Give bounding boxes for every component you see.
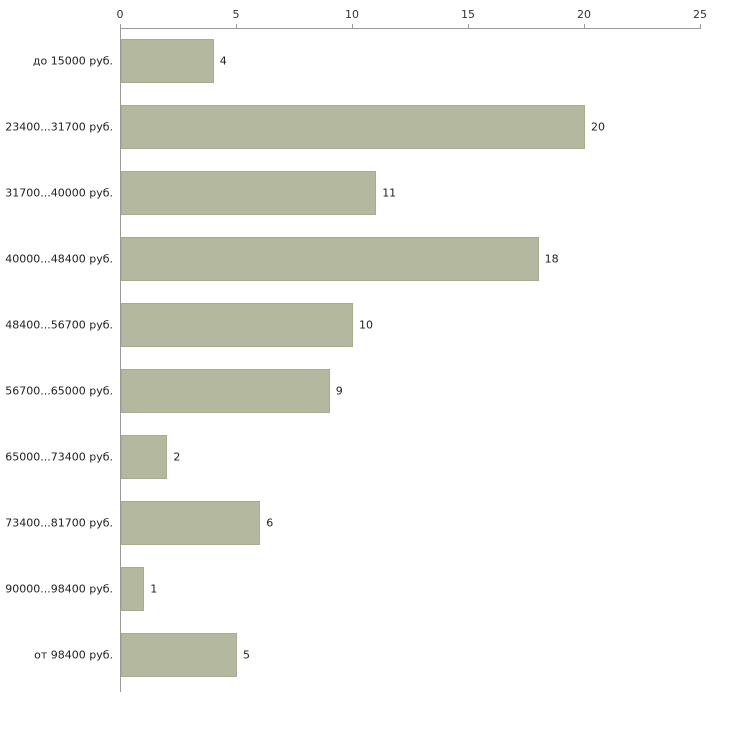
bar bbox=[121, 567, 145, 611]
tick-mark bbox=[700, 24, 701, 28]
bar bbox=[121, 303, 353, 347]
value-label: 4 bbox=[219, 54, 227, 68]
bar bbox=[121, 633, 237, 677]
chart-row: 40000...48400 руб. 18 bbox=[5, 226, 700, 292]
value-label: 18 bbox=[544, 252, 559, 266]
chart-row: 31700...40000 руб. 11 bbox=[5, 160, 700, 226]
category-label: до 15000 руб. bbox=[32, 54, 113, 68]
category-label: от 98400 руб. bbox=[34, 648, 113, 662]
chart-row: 23400...31700 руб. 20 bbox=[5, 94, 700, 160]
value-label: 1 bbox=[150, 582, 158, 596]
category-label: 73400...81700 руб. bbox=[5, 516, 113, 530]
tick-mark bbox=[236, 24, 237, 28]
chart-row: 48400...56700 руб. 10 bbox=[5, 292, 700, 358]
tick-label: 25 bbox=[693, 8, 707, 21]
y-axis-line bbox=[120, 28, 121, 692]
tick-label: 0 bbox=[116, 8, 124, 21]
bar bbox=[121, 105, 585, 149]
value-label: 9 bbox=[335, 384, 343, 398]
tick-label: 5 bbox=[232, 8, 240, 21]
tick-mark bbox=[352, 24, 353, 28]
chart-row: 65000...73400 руб. 2 bbox=[5, 424, 700, 490]
chart-row: 90000...98400 руб. 1 bbox=[5, 556, 700, 622]
category-label: 56700...65000 руб. bbox=[5, 384, 113, 398]
chart-row: 56700...65000 руб. 9 bbox=[5, 358, 700, 424]
tick-label: 10 bbox=[345, 8, 359, 21]
value-label: 6 bbox=[266, 516, 274, 530]
tick-label: 15 bbox=[461, 8, 475, 21]
tick-label: 20 bbox=[577, 8, 591, 21]
tick-mark bbox=[584, 24, 585, 28]
bar bbox=[121, 171, 377, 215]
category-label: 40000...48400 руб. bbox=[5, 252, 113, 266]
x-axis-line bbox=[120, 28, 701, 29]
plot-area: до 15000 руб. 4 23400...31700 руб. 20 31700.… bbox=[5, 28, 700, 688]
category-label: 31700...40000 руб. bbox=[5, 186, 113, 200]
chart-row: до 15000 руб. 4 bbox=[33, 28, 700, 94]
value-label: 11 bbox=[382, 186, 397, 200]
chart-row: от 98400 руб. 5 bbox=[34, 622, 700, 688]
category-label: 65000...73400 руб. bbox=[5, 450, 113, 464]
category-label: 90000...98400 руб. bbox=[5, 582, 113, 596]
bar bbox=[121, 501, 261, 545]
value-label: 10 bbox=[359, 318, 373, 332]
tick-mark bbox=[120, 24, 121, 28]
value-label: 2 bbox=[173, 450, 181, 464]
value-label: 20 bbox=[591, 120, 605, 134]
category-label: 23400...31700 руб. bbox=[5, 120, 113, 134]
bar bbox=[121, 369, 330, 413]
bar bbox=[121, 237, 539, 281]
chart-row: 73400...81700 руб. 6 bbox=[5, 490, 700, 556]
category-label: 48400...56700 руб. bbox=[5, 318, 113, 332]
value-label: 5 bbox=[243, 648, 250, 662]
bar bbox=[121, 435, 168, 479]
tick-mark bbox=[468, 24, 469, 28]
bar bbox=[121, 39, 214, 83]
